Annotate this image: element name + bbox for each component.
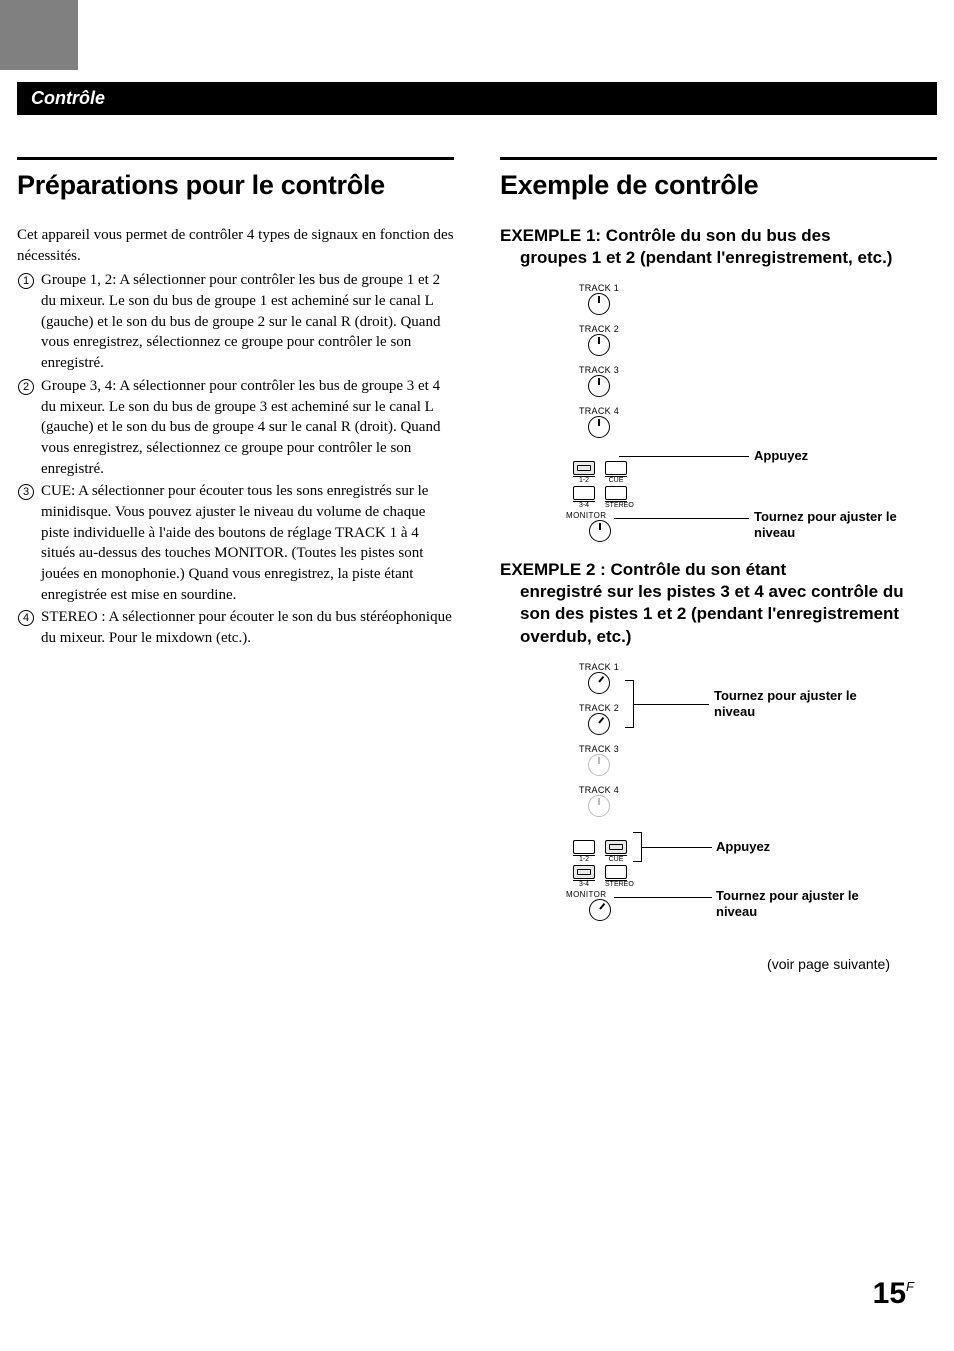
knob-icon	[588, 713, 610, 735]
left-intro: Cet appareil vous permet de contrôler 4 …	[17, 225, 454, 266]
callout-track-turn: Tournez pour ajuster le niveau	[714, 688, 884, 721]
track-label: TRACK 4	[574, 785, 624, 795]
monitor-btn-1-2	[573, 840, 595, 854]
track-label: TRACK 1	[574, 662, 624, 672]
monitor-btn-stereo	[605, 486, 627, 500]
callout-line	[619, 456, 749, 457]
track-label: TRACK 2	[574, 324, 624, 334]
list-item: 1 Groupe 1, 2: A sélectionner pour contr…	[17, 270, 454, 373]
item-text: Groupe 3, 4: A sélectionner pour contrôl…	[41, 376, 454, 479]
item-text: CUE: A sélectionner pour écouter tous le…	[41, 481, 454, 605]
callout-line	[642, 847, 712, 848]
callout-turn: Tournez pour ajuster le niveau	[716, 888, 866, 921]
monitor-btn-cue	[605, 840, 627, 854]
track-block: TRACK 3	[574, 744, 636, 781]
bracket-icon	[634, 832, 642, 862]
track-label: TRACK 2	[574, 703, 624, 713]
callout-line	[614, 518, 749, 519]
list-item: 4 STEREO : A sélectionner pour écouter l…	[17, 607, 454, 648]
track-label: TRACK 3	[574, 365, 624, 375]
page-number-value: 15	[873, 1277, 906, 1310]
monitor-btn-stereo	[605, 865, 627, 879]
page-number-suffix: F	[906, 1279, 914, 1294]
right-column: Exemple de contrôle EXEMPLE 1: Contrôle …	[500, 157, 937, 972]
circled-number-icon: 3	[17, 481, 35, 605]
monitor-sub-label: 3-4	[573, 501, 595, 509]
page: Contrôle Préparations pour le contrôle C…	[0, 0, 954, 1351]
top-gray-block	[0, 0, 78, 70]
columns: Préparations pour le contrôle Cet appare…	[17, 157, 937, 972]
monitor-btn-cue	[605, 461, 627, 475]
knob-icon	[588, 672, 610, 694]
monitor-btn-3-4	[573, 486, 595, 500]
track-block: TRACK 4	[574, 785, 636, 822]
callout-line	[634, 704, 709, 705]
monitor-sub-label: 3-4	[573, 880, 595, 888]
track-label: TRACK 3	[574, 744, 624, 754]
circled-number-icon: 4	[17, 607, 35, 648]
circled-number-icon: 1	[17, 270, 35, 373]
left-column: Préparations pour le contrôle Cet appare…	[17, 157, 454, 972]
knob-icon	[588, 375, 610, 397]
monitor-sub-label: CUE	[605, 476, 627, 484]
monitor-buttons: 1-2 CUE 3-4 STEREO MONITOR	[564, 461, 636, 547]
left-rule	[17, 157, 454, 160]
monitor-buttons: 1-2 CUE 3-4 STEREO MONITOR	[564, 840, 636, 926]
callout-turn: Tournez pour ajuster le niveau	[754, 509, 904, 542]
list-item: 3 CUE: A sélectionner pour écouter tous …	[17, 481, 454, 605]
track-block: TRACK 1	[574, 283, 636, 320]
monitor-sub-label: 1-2	[573, 476, 595, 484]
callout-press: Appuyez	[716, 839, 770, 855]
bracket-icon	[626, 680, 634, 728]
track-label: TRACK 1	[574, 283, 624, 293]
callout-press: Appuyez	[754, 448, 808, 464]
knob-icon	[588, 795, 610, 817]
callout-line	[614, 897, 712, 898]
heading-line: EXEMPLE 2 : Contrôle du son étant	[500, 560, 786, 579]
knob-icon	[588, 293, 610, 315]
knob-icon	[588, 334, 610, 356]
heading-line: enregistré sur les pistes 3 et 4 avec co…	[500, 581, 937, 647]
page-number: 15F	[873, 1277, 914, 1311]
item-text: Groupe 1, 2: A sélectionner pour contrôl…	[41, 270, 454, 373]
list-item: 2 Groupe 3, 4: A sélectionner pour contr…	[17, 376, 454, 479]
example2-heading: EXEMPLE 2 : Contrôle du son étant enregi…	[500, 559, 937, 647]
section-header: Contrôle	[17, 82, 937, 115]
monitor-sub-label: STEREO	[605, 501, 627, 509]
circled-number-icon: 2	[17, 376, 35, 479]
track-block: TRACK 2	[574, 324, 636, 361]
top-margin	[0, 0, 954, 70]
monitor-sub-label: 1-2	[573, 855, 595, 863]
knob-icon	[588, 416, 610, 438]
track-block: TRACK 4	[574, 406, 636, 443]
right-rule	[500, 157, 937, 160]
heading-line: EXEMPLE 1: Contrôle du son du bus des	[500, 226, 831, 245]
monitor-knob-icon	[589, 899, 611, 921]
knob-icon	[588, 754, 610, 776]
left-title: Préparations pour le contrôle	[17, 170, 454, 201]
monitor-knob-icon	[589, 520, 611, 542]
monitor-sub-label: STEREO	[605, 880, 627, 888]
example1-heading: EXEMPLE 1: Contrôle du son du bus des gr…	[500, 225, 937, 269]
heading-line: groupes 1 et 2 (pendant l'enregistrement…	[500, 247, 937, 269]
example2-diagram: TRACK 1 TRACK 2 TRACK 3 TRACK 4	[544, 662, 937, 932]
right-title: Exemple de contrôle	[500, 170, 937, 201]
monitor-btn-1-2	[573, 461, 595, 475]
monitor-btn-3-4	[573, 865, 595, 879]
example1-diagram: TRACK 1 TRACK 2 TRACK 3 TRACK 4	[544, 283, 937, 533]
track-label: TRACK 4	[574, 406, 624, 416]
item-text: STEREO : A sélectionner pour écouter le …	[41, 607, 454, 648]
monitor-sub-label: CUE	[605, 855, 627, 863]
continue-note: (voir page suivante)	[500, 956, 890, 972]
track-block: TRACK 3	[574, 365, 636, 402]
